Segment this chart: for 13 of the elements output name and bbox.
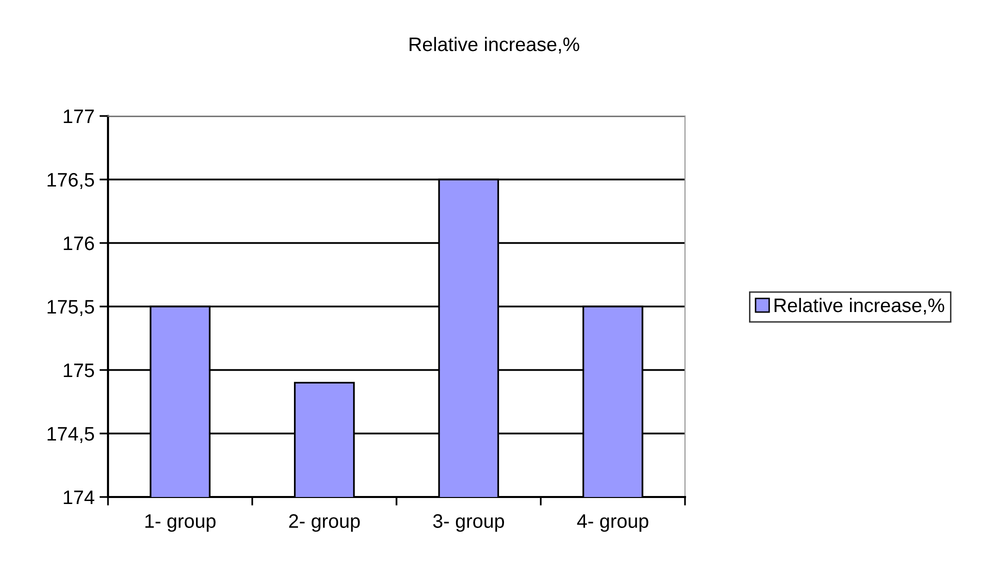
y-tick-label: 175,5 <box>48 300 94 316</box>
y-tick-label: 177 <box>64 110 94 124</box>
x-tick-label: 3- group <box>433 514 504 532</box>
x-tick-label: 2- group <box>289 514 360 532</box>
legend-label: Relative increase,% <box>774 298 944 315</box>
y-tick-label: 176 <box>64 236 94 250</box>
x-tick-label: 4- group <box>577 514 648 532</box>
y-tick-label: 176,5 <box>48 172 94 190</box>
y-tick-label: 175 <box>64 364 94 378</box>
y-tick-label: 174 <box>64 490 94 504</box>
x-tick-label: 1- group <box>145 514 216 532</box>
chart-title: Relative increase,% <box>410 36 580 54</box>
y-tick-label: 174,5 <box>48 427 94 444</box>
